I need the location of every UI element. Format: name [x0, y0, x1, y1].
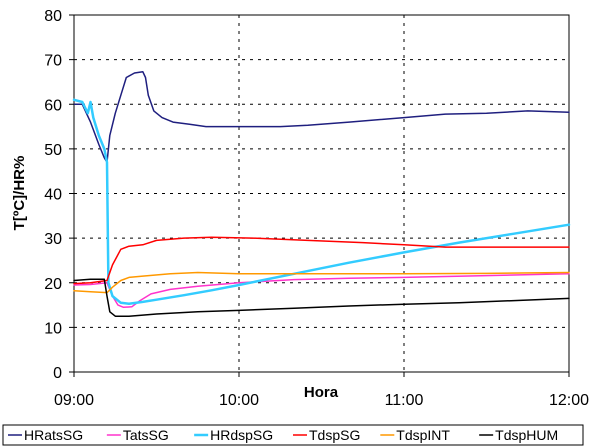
y-tick-label: 50	[44, 142, 62, 159]
legend: HRatsSG TatsSG HRdspSG TdspSG TdspINT TdspHUM	[2, 424, 584, 446]
series-layer	[72, 70, 571, 317]
legend-label-TatsSG: TatsSG	[123, 427, 169, 443]
series-line-TdspHUM	[73, 278, 570, 317]
x-tick-label: 10:00	[219, 392, 259, 409]
x-tick-label: 11:00	[385, 392, 424, 409]
grid-lines	[74, 15, 569, 372]
legend-label-HRdspSG: HRdspSG	[210, 427, 273, 443]
x-axis-title: Hora	[304, 384, 339, 401]
legend-label-TdspSG: TdspSG	[309, 427, 360, 443]
y-tick-label: 60	[44, 97, 62, 114]
y-tick-label: 0	[53, 365, 62, 382]
legend-label-TdspINT: TdspINT	[396, 427, 450, 443]
y-tick-label: 40	[44, 187, 62, 204]
y-tick-label: 20	[44, 276, 62, 293]
y-axis-title: T[ºC]/HR%	[11, 156, 28, 231]
y-tick-label: 30	[44, 231, 62, 248]
tick-labels: 0 10 20 30 40 50 60 70 80 09:00 10:00 11:00 12:00	[44, 8, 589, 409]
x-tick-label: 09:00	[54, 392, 94, 409]
legend-label-HRatsSG: HRatsSG	[24, 427, 83, 443]
y-tick-label: 70	[44, 53, 62, 70]
series-line-HRdspSG	[72, 98, 571, 305]
y-tick-label: 10	[44, 320, 62, 337]
axes	[69, 14, 570, 377]
legend-label-TdspHUM: TdspHUM	[495, 427, 558, 443]
y-tick-label: 80	[44, 8, 62, 25]
x-tick-label: 12:00	[549, 392, 589, 409]
series-line-TdspINT	[73, 271, 570, 294]
series-line-TdspSG	[73, 236, 570, 285]
